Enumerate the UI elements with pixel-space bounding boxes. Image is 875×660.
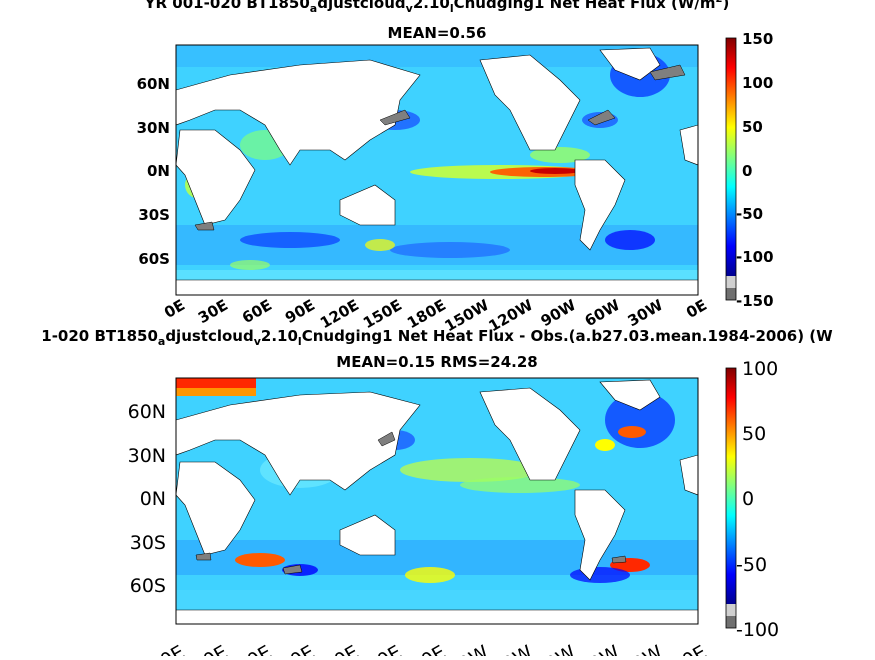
panel1-xtick: 30W [625,296,667,331]
panel2-colorbar [726,368,736,604]
panel2-xtick: 30W [618,641,666,656]
panel1-xtick: 0E [683,296,710,322]
panel2-yticks: 60N 30N 0N 30S 60S [128,401,166,597]
panel2-ytick: 60S [130,575,166,597]
panel1-cbar-tick: 100 [742,74,773,92]
panel2-cbar-tick: -100 [736,619,779,641]
panel2-southern-warm [235,553,285,567]
panel1-map [176,45,698,295]
panel2-xtick: 180E [397,641,450,656]
panel2-title: 1-020 BT1850adjustcloudv2.10lCnudging1 N… [41,327,833,348]
panel2-ytick: 30S [130,532,166,554]
panel1-ytick: 30N [137,119,170,137]
panel2-xtick: 0E [157,641,189,656]
panel1-xtick: 60E [239,296,275,327]
panel2-ytick: 60N [128,401,166,423]
panel1-colorbar-ticks: 150 100 50 0 -50 -100 -150 [736,30,774,310]
panel1-xtick: 0E [161,296,188,322]
panel2-cbar-tick: -50 [736,554,767,576]
panel1-yticks: 60N 30N 0N 30S 60S [137,75,170,268]
panel2-map [176,378,698,624]
panel1-xtick: 30E [195,296,231,327]
panel1-ytick: 0N [147,162,170,180]
panel1-cbar-tick: -100 [736,248,774,266]
panel1-ytick: 60N [137,75,170,93]
panel2-arctic-warm [176,378,256,390]
panel2-subtitle: MEAN=0.15 RMS=24.28 [336,353,537,371]
panel1-missing-data [194,64,686,231]
panel2-xtick: 30E [189,641,231,656]
panel1-subtitle: MEAN=0.56 [388,24,487,42]
panel2-ytick: 30N [128,445,166,467]
panel2-cbar-tick: 0 [742,488,754,510]
panel1-xtick: 60W [582,296,624,331]
panel2-colorbar-ticks: 100 50 0 -50 -100 [736,358,779,641]
panel2-xtick: 0E [679,641,711,656]
panel2-axes-frame [175,377,699,625]
panel2-xtick: 60E [233,641,275,656]
panel2-ytick: 0N [140,488,166,510]
panel2-cbar-tick: 100 [742,358,778,380]
panel2-land [176,379,698,624]
panel1-cbar-tick: 150 [742,30,773,48]
panel1-ytick: 60S [138,250,170,268]
panel2-xtick: 90W [531,641,579,656]
panel1-cbar-tick: -150 [736,292,774,310]
panel1-xtick: 90W [538,296,580,331]
panel1-southern-ocean-cool [240,232,340,248]
panel2-xtick: 150E [353,641,406,656]
panel2-missing-data [195,431,627,575]
panel2-xtick: 90E [276,641,318,656]
panel1-xtick: 90E [282,296,318,327]
panel1-colorbar [726,38,736,276]
panel2-cbar-tick: 50 [742,423,766,445]
panel1-title: YR 001-020 BT1850adjustcloudv2.10lCnudgi… [144,0,730,15]
panel1-land [176,47,698,295]
panel1-ytick: 30S [138,206,170,224]
panel1-cbar-tick: 50 [742,118,763,136]
panel1-cbar-tick: -50 [736,205,763,223]
panel1-cbar-tick: 0 [742,162,752,180]
panel1-axes-frame [175,44,699,296]
panel2-xtick: 120E [310,641,363,656]
panel2-xtick: 60W [575,641,623,656]
panel2-xticks: 0E 30E 60E 90E 120E 150E 180E 150W 120W … [157,641,711,660]
